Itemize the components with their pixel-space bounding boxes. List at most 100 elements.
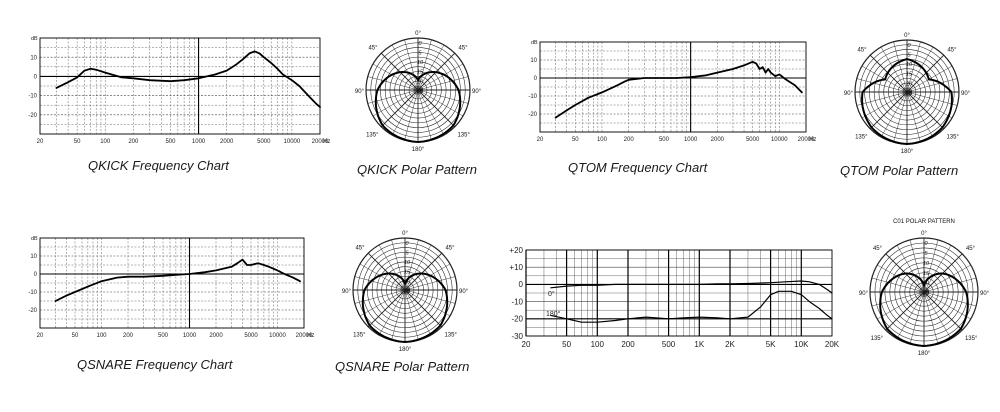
polar-angle-label: 180°	[412, 147, 425, 153]
response-curve	[550, 280, 833, 294]
polar-angle-label: 135°	[444, 332, 457, 338]
polar-spoke	[893, 41, 908, 93]
polar-spoke	[391, 289, 406, 341]
x-tick-label: 5000	[257, 139, 271, 145]
polar-spoke	[877, 264, 925, 293]
x-tick-label: 10000	[284, 139, 301, 145]
polar-angle-label: 0°	[415, 31, 421, 37]
y-tick-label: -10	[28, 290, 37, 296]
polar-ring-label: dB	[906, 90, 913, 96]
x-axis-unit: Hz	[809, 137, 816, 143]
polar-ring-label: 20	[403, 279, 411, 285]
polar-angle-label: 135°	[871, 336, 884, 342]
x-tick-label: 200	[621, 340, 635, 349]
x-tick-label: 20K	[825, 340, 840, 349]
polar-ring-label: 10	[923, 261, 930, 267]
x-tick-label: 20	[522, 340, 531, 349]
x-tick-label: 1000	[183, 333, 197, 339]
polar-spoke	[906, 91, 958, 106]
x-tick-label: 1K	[694, 340, 704, 349]
x-tick-label: 500	[158, 333, 169, 339]
y-axis-label: dB	[31, 236, 38, 242]
polar-title: C01 POLAR PATTERN	[893, 219, 955, 225]
x-tick-label: 100	[591, 340, 605, 349]
polar-ring-label: 5	[907, 53, 911, 59]
x-tick-label: 20000	[296, 333, 313, 339]
series-label: 0°	[548, 290, 555, 298]
polar-angle-label: 135°	[366, 132, 379, 138]
polar-spoke	[367, 289, 406, 328]
polar-ring-label: 5	[924, 251, 928, 257]
polar-angle-label: 180°	[918, 351, 931, 357]
polar-spoke	[404, 244, 432, 291]
polar-spoke	[906, 46, 934, 93]
y-tick-label: 10	[30, 55, 37, 61]
polar-ring-label: dB	[417, 88, 424, 94]
polar-spoke	[404, 252, 443, 291]
polar-angle-label: 45°	[966, 246, 976, 252]
polar-spoke	[372, 63, 419, 91]
polar-angle-label: 90°	[961, 91, 971, 97]
polar-spoke	[923, 291, 952, 339]
polar-spoke	[391, 89, 419, 136]
x-tick-label: 10K	[794, 340, 809, 349]
polar-angle-label: 45°	[458, 46, 468, 52]
polar-spoke	[909, 239, 925, 293]
polar-spoke	[923, 291, 963, 331]
x-tick-label: 500	[662, 340, 676, 349]
polar-ring-label: 5	[418, 51, 422, 57]
x-tick-label: 5000	[244, 333, 258, 339]
x-axis-unit: Hz	[323, 139, 330, 145]
polar-angle-label: 45°	[947, 48, 957, 54]
x-axis-unit: Hz	[307, 333, 314, 339]
series-label: 180°	[546, 310, 561, 318]
polar-angle-label: 45°	[857, 48, 867, 54]
polar-angle-label: 45°	[355, 246, 365, 252]
polar-angle-label: 90°	[980, 291, 990, 297]
x-tick-label: 10000	[269, 333, 286, 339]
qtom-frequency-caption: QTOM Frequency Chart	[568, 160, 708, 175]
y-tick-label: -10	[28, 94, 37, 100]
polar-response-curve	[374, 71, 462, 144]
polar-angle-label: 135°	[353, 332, 366, 338]
x-tick-label: 1000	[192, 139, 206, 145]
qkick-polar-caption: QKICK Polar Pattern	[357, 162, 477, 177]
polar-angle-label: 0°	[904, 33, 910, 39]
polar-spoke	[906, 78, 958, 93]
x-tick-label: 20000	[312, 139, 329, 145]
polar-spoke	[923, 245, 952, 293]
y-axis-label: dB	[31, 36, 38, 42]
x-tick-label: 20	[37, 333, 44, 339]
plot-frame	[39, 237, 305, 329]
x-tick-label: 50	[74, 139, 81, 145]
polar-response-curve	[879, 272, 969, 348]
polar-spoke	[404, 239, 419, 291]
x-tick-label: 2000	[711, 137, 725, 143]
x-tick-label: 1000	[684, 137, 698, 143]
x-tick-label: 50	[572, 137, 579, 143]
polar-spoke	[417, 89, 456, 128]
x-tick-label: 100	[100, 139, 111, 145]
polar-spoke	[896, 291, 925, 339]
y-tick-label: 0	[534, 76, 538, 82]
polar-angle-label: 0°	[402, 231, 408, 237]
polar-spoke	[923, 264, 971, 293]
polar-spoke	[359, 263, 406, 291]
polar-ring-label: 15	[923, 271, 930, 277]
y-axis-label: dB	[531, 40, 538, 46]
polar-angle-label: 0°	[921, 231, 927, 237]
polar-ring-label: 25	[416, 89, 424, 95]
polar-spoke	[880, 46, 908, 93]
polar-ring-label: dB	[404, 288, 411, 294]
polar-angle-label: 135°	[855, 134, 868, 140]
polar-spoke	[378, 289, 406, 336]
polar-angle-label: 45°	[445, 246, 455, 252]
y-tick-label: -20	[511, 315, 523, 324]
polar-spoke	[404, 289, 451, 317]
qsnare-frequency-caption: QSNARE Frequency Chart	[77, 357, 233, 372]
y-tick-label: +10	[509, 263, 523, 272]
polar-ring-label: 10	[417, 60, 424, 66]
y-tick-label: -10	[528, 94, 537, 100]
